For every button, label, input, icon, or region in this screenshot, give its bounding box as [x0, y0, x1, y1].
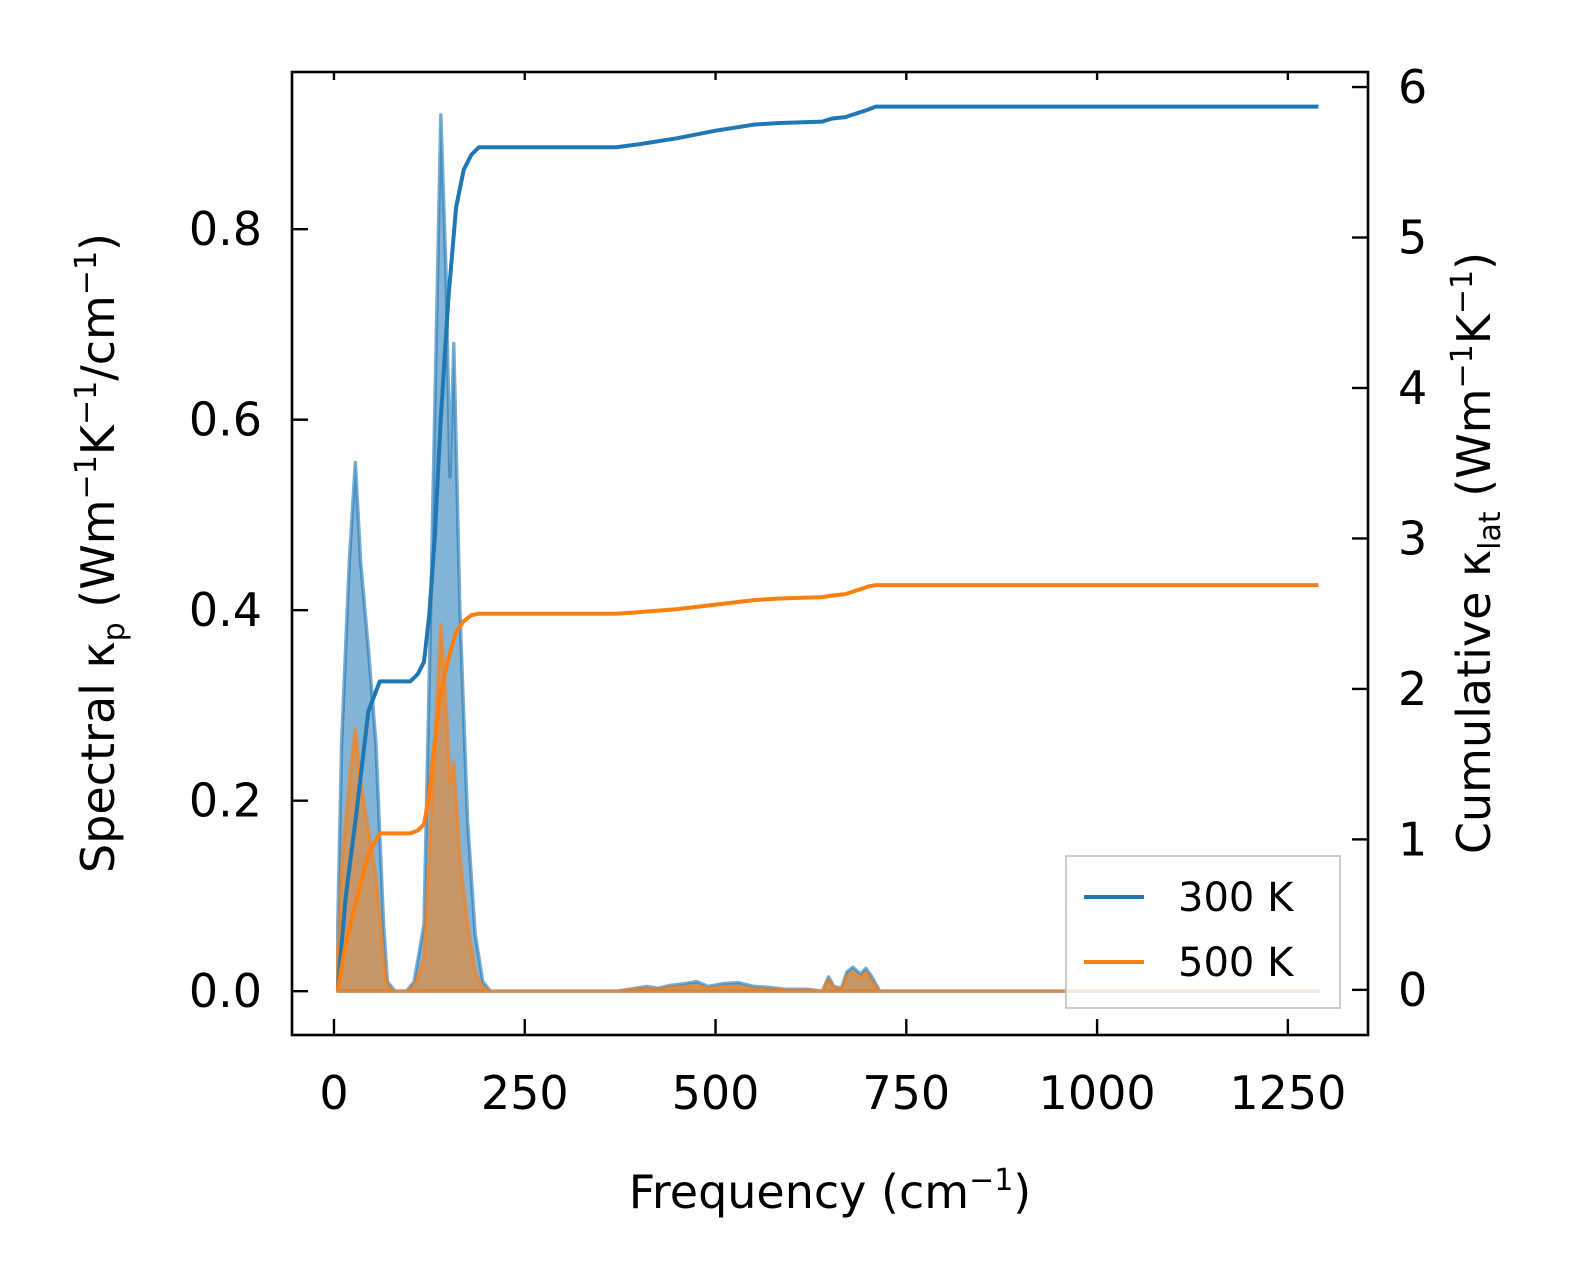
x-tick-label-250: 250	[481, 1066, 569, 1120]
y-left-tick-label-1: 0.2	[189, 774, 262, 828]
y-right-tick-label-3: 3	[1398, 511, 1427, 565]
x-axis-title: Frequency (cm−1)	[629, 1163, 1032, 1219]
x-tick-label-1000: 1000	[1039, 1066, 1156, 1120]
left-y-axis-ticks: 0.0 0.2 0.4 0.6 0.8	[189, 202, 308, 1018]
y-left-tick-label-4: 0.8	[189, 202, 262, 256]
y-right-tick-label-2: 2	[1398, 662, 1427, 716]
y-right-tick-label-5: 5	[1398, 211, 1427, 265]
x-axis-ticks: 0 250 500 750 1000 1250	[319, 72, 1346, 1120]
x-tick-label-500: 500	[672, 1066, 760, 1120]
x-tick-label-0: 0	[319, 1066, 348, 1120]
cumulative-line-500k	[335, 583, 1319, 991]
y-left-tick-label-3: 0.6	[189, 393, 262, 447]
y-right-tick-label-0: 0	[1398, 963, 1427, 1017]
spectral-area-500k	[336, 622, 1321, 993]
x-tick-label-1250: 1250	[1229, 1066, 1346, 1120]
legend-label-300k: 300 K	[1178, 875, 1295, 921]
y-right-tick-label-6: 6	[1398, 60, 1427, 114]
y-left-tick-label-2: 0.4	[189, 583, 262, 637]
y-left-tick-label-0: 0.0	[189, 964, 262, 1018]
legend-box	[1065, 855, 1341, 1009]
cumulative-line-300k	[335, 104, 1319, 991]
plot-frame	[290, 70, 1370, 1037]
cumulative-lines	[335, 104, 1319, 991]
left-y-axis-title: Spectral κp (Wm−1K−1/cm−1)	[69, 233, 132, 873]
x-tick-label-750: 750	[862, 1066, 950, 1120]
right-y-axis-title: Cumulative κlat (Wm−1K−1)	[1445, 252, 1508, 854]
y-right-tick-label-4: 4	[1398, 361, 1427, 415]
y-right-tick-label-1: 1	[1398, 812, 1427, 866]
legend-label-500k: 500 K	[1178, 940, 1295, 986]
legend: 300 K 500 K	[1065, 855, 1341, 1009]
right-y-axis-ticks: 0 1 2 3 4 5 6	[1352, 60, 1427, 1017]
spectral-fills	[336, 113, 1321, 993]
